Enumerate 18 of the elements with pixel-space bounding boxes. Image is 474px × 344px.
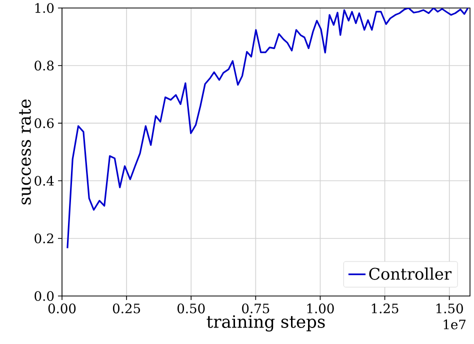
x-tick-label: 0.75: [242, 304, 270, 314]
x-tick-label: 1.00: [307, 304, 334, 314]
x-tick-label: 0.00: [48, 304, 76, 314]
y-tick-label: 0.2: [34, 233, 54, 244]
y-tick-label: 1.0: [35, 3, 54, 13]
x-axis-title: training steps: [206, 315, 325, 332]
y-axis-title: success rate: [19, 99, 31, 204]
x-tick-label: 0.50: [178, 304, 205, 314]
y-tick-label: 0.4: [34, 176, 54, 186]
y-tick-label: 0.8: [34, 60, 54, 71]
y-tick-label: 0.0: [34, 291, 54, 301]
legend-label: Controller: [369, 267, 452, 280]
text: 1e7: [444, 320, 466, 330]
line-series: [66, 8, 469, 249]
x-tick-label: 1.25: [372, 304, 398, 314]
x-tick-label: 1.50: [436, 304, 463, 314]
x-tick-label: 0.25: [112, 304, 140, 314]
y-tick-label: 0.6: [34, 118, 54, 128]
